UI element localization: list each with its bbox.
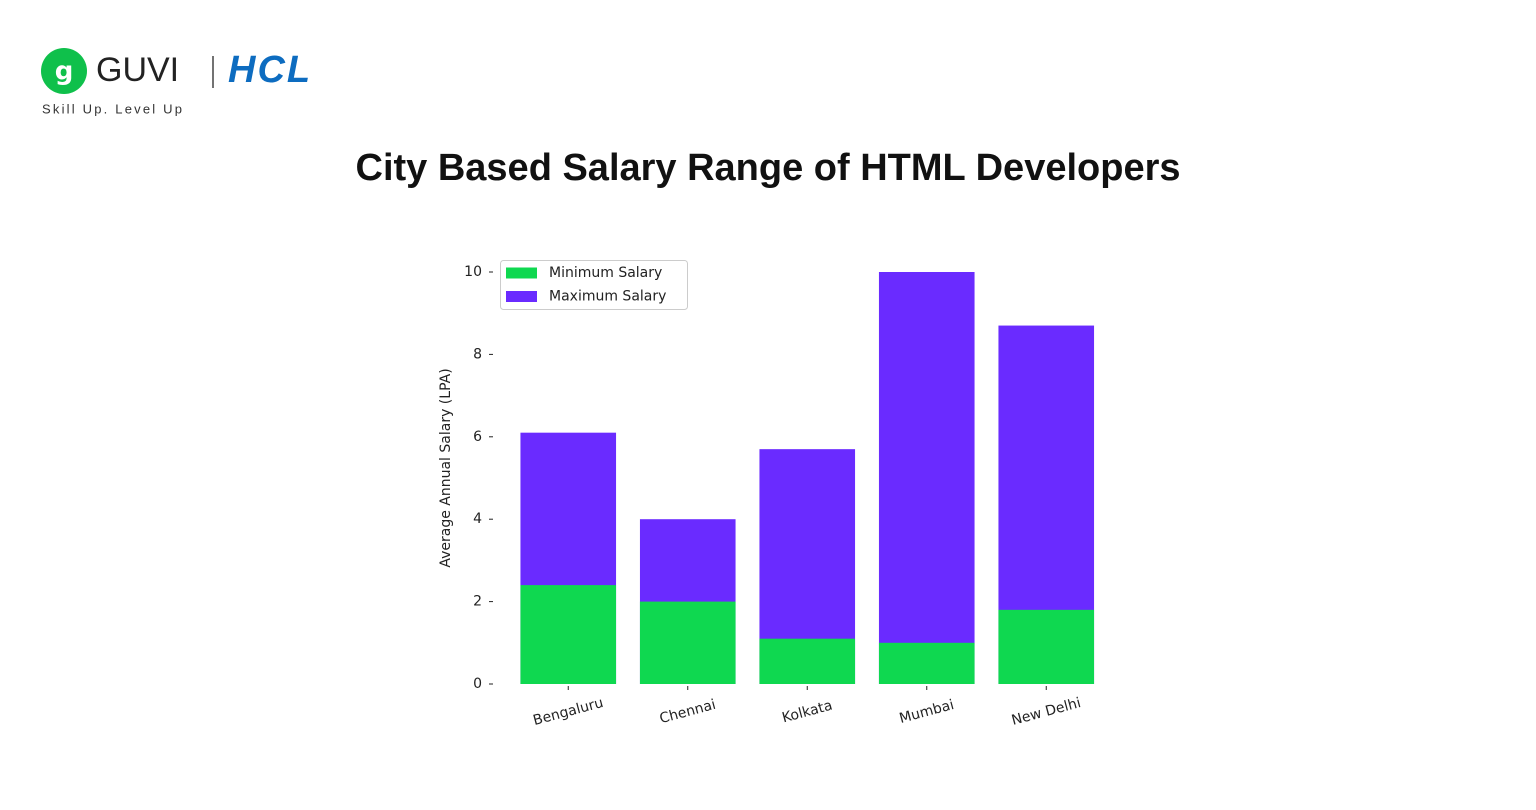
y-axis-label: Average Annual Salary (LPA)	[438, 368, 454, 567]
legend-label: Minimum Salary	[549, 265, 662, 281]
y-tick-label: 2	[473, 594, 482, 610]
y-tick-label: 4	[473, 511, 482, 527]
x-tick-label: New Delhi	[1010, 695, 1083, 729]
y-tick-label: 6	[473, 429, 482, 445]
legend-frame	[500, 260, 688, 310]
legend-swatch	[506, 267, 537, 279]
legend: Minimum Salary Maximum Salary	[500, 260, 688, 310]
brand-icon	[41, 48, 87, 94]
legend-label: Maximum Salary	[549, 289, 666, 305]
bar	[878, 642, 975, 684]
bar	[878, 272, 975, 684]
bar	[759, 638, 856, 684]
brand-name: GUVI	[96, 51, 179, 89]
bar	[639, 601, 736, 684]
y-tick-label: 10	[464, 264, 482, 280]
bar	[520, 585, 617, 684]
x-tick-label: Kolkata	[780, 698, 834, 727]
x-tick-label: Mumbai	[898, 697, 956, 727]
y-tick-label: 0	[473, 676, 482, 692]
x-tick-label: Chennai	[658, 697, 718, 727]
bar	[998, 609, 1095, 684]
partner-name: HCL	[228, 49, 312, 91]
brand-icon-glyph: g	[55, 57, 74, 87]
chart-title: City Based Salary Range of HTML Develope…	[356, 147, 1181, 189]
x-tick-label: Bengaluru	[531, 695, 605, 729]
legend-swatch	[506, 291, 537, 302]
tagline: Skill Up. Level Up	[42, 101, 184, 116]
y-tick-label: 8	[473, 346, 482, 362]
